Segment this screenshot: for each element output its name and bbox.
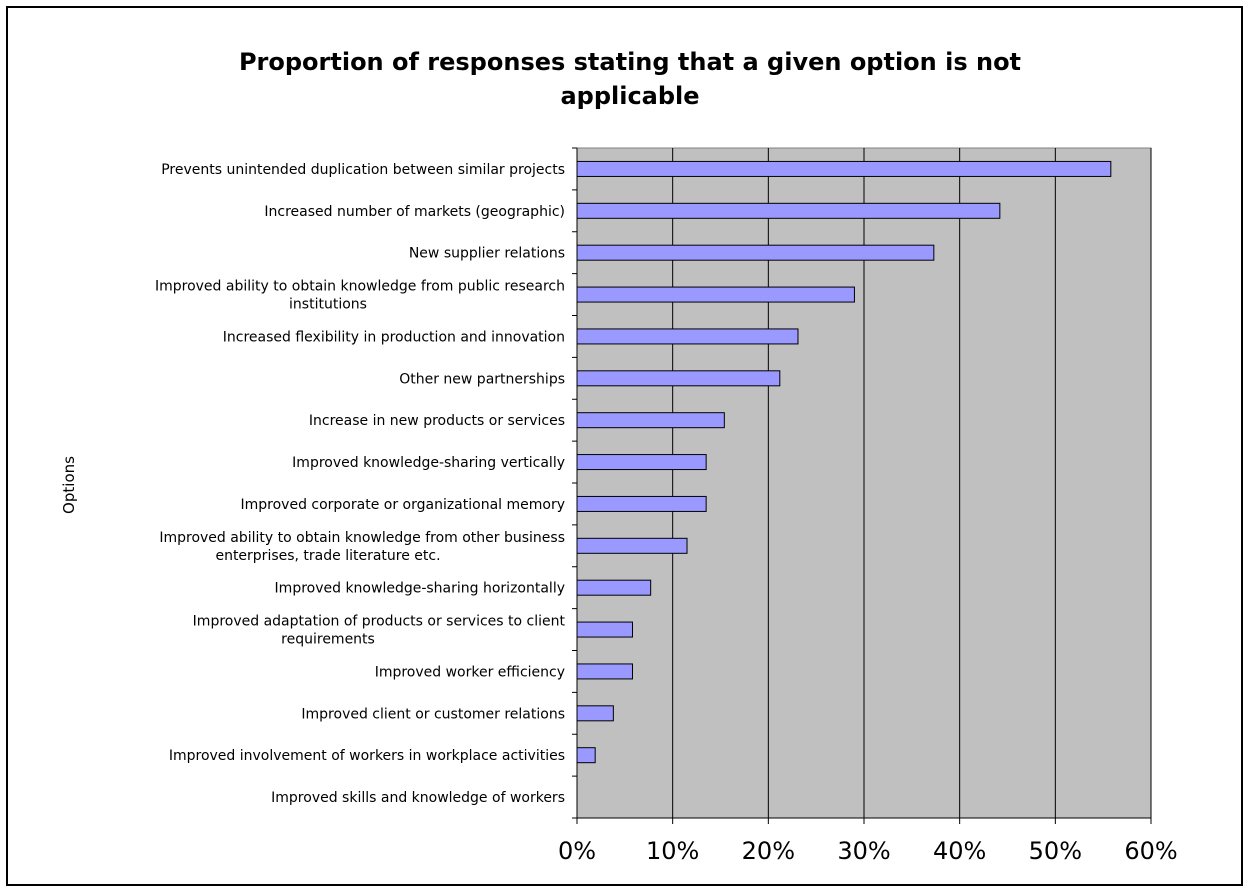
x-tick-label: 40% bbox=[933, 837, 986, 865]
category-label: Increased number of markets (geographic) bbox=[264, 204, 565, 220]
category-label: Other new partnerships bbox=[399, 371, 565, 387]
x-tick-labels: 0% 10% 20% 30% 40% 50% 60% bbox=[558, 837, 1178, 865]
bar bbox=[577, 371, 780, 386]
bar bbox=[577, 622, 632, 637]
bar bbox=[577, 538, 687, 553]
category-label: New supplier relations bbox=[409, 246, 565, 262]
x-tick-label: 60% bbox=[1124, 837, 1177, 865]
category-label: Increase in new products or services bbox=[309, 413, 565, 429]
category-label: Improved knowledge-sharing horizontally bbox=[275, 581, 565, 597]
category-label: enterprises, trade literature etc. bbox=[215, 548, 440, 564]
bar bbox=[577, 580, 651, 595]
chart-title-line-2: applicable bbox=[560, 82, 699, 110]
bar bbox=[577, 203, 1000, 218]
category-label: Improved skills and knowledge of workers bbox=[271, 790, 565, 806]
bar bbox=[577, 496, 706, 511]
bar bbox=[577, 706, 613, 721]
bar bbox=[577, 161, 1111, 176]
category-label: Improved knowledge-sharing vertically bbox=[292, 455, 565, 471]
x-tick-label: 50% bbox=[1029, 837, 1082, 865]
bar bbox=[577, 413, 724, 428]
category-label: Improved worker efficiency bbox=[375, 664, 565, 680]
bar bbox=[577, 287, 854, 302]
category-labels: Prevents unintended duplication between … bbox=[155, 162, 566, 806]
x-tick-label: 10% bbox=[646, 837, 699, 865]
category-label: Increased flexibility in production and … bbox=[223, 329, 565, 345]
category-label: Prevents unintended duplication between … bbox=[161, 162, 565, 178]
bar bbox=[577, 455, 706, 470]
category-label: Improved client or customer relations bbox=[301, 706, 565, 722]
category-label: Improved corporate or organizational mem… bbox=[241, 497, 566, 513]
bar bbox=[577, 245, 934, 260]
category-label: Improved adaptation of products or servi… bbox=[193, 614, 566, 630]
x-tick-label: 30% bbox=[837, 837, 890, 865]
category-label: Improved ability to obtain knowledge fro… bbox=[159, 530, 565, 546]
chart-title-line-1: Proportion of responses stating that a g… bbox=[239, 48, 1021, 76]
bar bbox=[577, 664, 632, 679]
category-label: requirements bbox=[281, 632, 375, 648]
y-axis-label: Options bbox=[60, 456, 78, 514]
bar bbox=[577, 748, 595, 763]
category-label: Improved ability to obtain knowledge fro… bbox=[155, 279, 565, 295]
category-label: Improved involvement of workers in workp… bbox=[169, 748, 565, 764]
x-tick-label: 20% bbox=[742, 837, 795, 865]
category-label: institutions bbox=[289, 297, 367, 313]
bar bbox=[577, 329, 798, 344]
x-tick-label: 0% bbox=[558, 837, 596, 865]
